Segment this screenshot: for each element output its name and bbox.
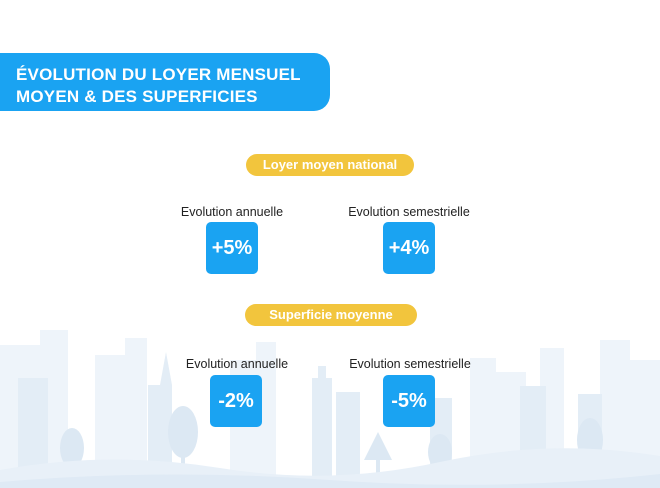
semester-evolution-label-rent: Evolution semestrielle [348,205,470,219]
annual-evolution-badge-rent: +5% [206,222,258,274]
annual-evolution-label-rent: Evolution annuelle [180,205,284,219]
title-line-1: ÉVOLUTION DU LOYER MENSUEL [16,65,301,84]
annual-evolution-badge-surface: -2% [210,375,262,427]
semester-evolution-label-surface: Evolution semestrielle [349,357,471,371]
section-heading-rent: Loyer moyen national [246,154,414,176]
annual-evolution-label-surface: Evolution annuelle [185,357,289,371]
title-banner: ÉVOLUTION DU LOYER MENSUEL MOYEN & DES S… [0,53,330,111]
semester-evolution-badge-surface: -5% [383,375,435,427]
section-heading-surface: Superficie moyenne [245,304,417,326]
semester-evolution-badge-rent: +4% [383,222,435,274]
title-line-2: MOYEN & DES SUPERFICIES [16,87,258,106]
